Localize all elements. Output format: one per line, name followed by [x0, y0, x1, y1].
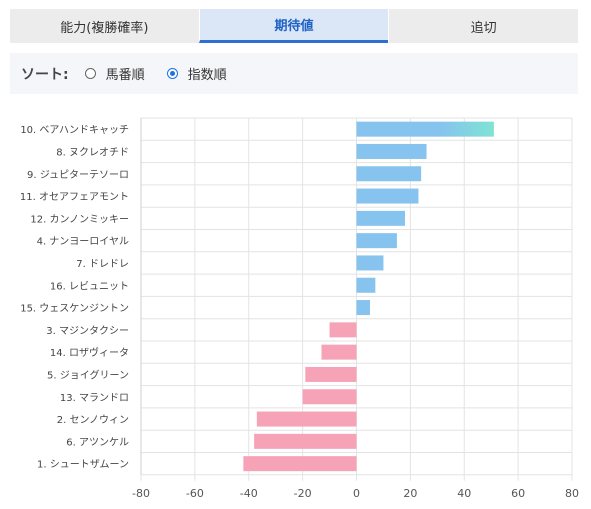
- sort-option-index[interactable]: 指数順: [166, 64, 227, 83]
- category-label: 13. マランドロ: [60, 392, 129, 404]
- bar: [356, 143, 427, 159]
- category-label: 15. ウェスケンジントン: [20, 303, 129, 315]
- category-label: 2. センノウィン: [57, 414, 129, 426]
- bar: [356, 233, 397, 249]
- x-tick-label: 40: [457, 487, 471, 500]
- x-tick-label: -40: [240, 487, 258, 500]
- tab-bar: 能力(複勝確率) 期待値 追切: [10, 9, 578, 43]
- x-tick-label: -20: [294, 487, 312, 500]
- x-tick-label: 20: [403, 487, 417, 500]
- sort-label: ソート:: [21, 66, 69, 83]
- x-tick-label: 80: [565, 487, 579, 500]
- category-label: 16. レビュニット: [50, 280, 129, 292]
- radio-unchecked-icon[interactable]: [84, 68, 96, 79]
- category-label: 9. ジュピターテソーロ: [27, 169, 129, 181]
- bar: [356, 210, 405, 226]
- category-label: 4. ナンヨーロイヤル: [37, 236, 129, 248]
- bar-chart: 10. ベアハンドキャッチ 8. ヌクレオチド 9. ジュピターテソーロ 11. オセ…: [20, 117, 579, 500]
- sort-option-horse-number[interactable]: 馬番順: [84, 64, 145, 83]
- bar: [302, 389, 357, 405]
- category-label: 6. アツンケル: [66, 436, 129, 448]
- category-label: 1. シュートザムーン: [37, 459, 129, 471]
- category-label: 3. マジンタクシー: [46, 325, 129, 337]
- bar: [254, 433, 357, 449]
- category-label: 7. ドレドレ: [76, 259, 129, 270]
- radio-checked-icon[interactable]: [166, 68, 178, 79]
- category-label: 11. オセアフェアモント: [20, 191, 129, 203]
- bar: [356, 255, 384, 271]
- bar: [321, 344, 357, 360]
- bar: [356, 277, 376, 293]
- tab-expected-value[interactable]: 期待値: [198, 9, 389, 43]
- category-label: 12. カンノンミッキー: [30, 213, 129, 225]
- category-label: 5. ジョイグリーン: [47, 368, 129, 381]
- x-tick-label: -80: [132, 487, 150, 500]
- bar: [356, 300, 370, 316]
- bar: [356, 166, 422, 182]
- x-tick-label: 60: [511, 487, 525, 500]
- sort-bar: ソート: 馬番順 指数順: [10, 53, 578, 94]
- bar: [356, 188, 419, 204]
- bar: [356, 121, 494, 137]
- tab-training[interactable]: 追切: [388, 9, 578, 43]
- category-label: 14. ロザヴィータ: [50, 346, 129, 359]
- sort-option-label: 指数順: [187, 68, 227, 83]
- x-tick-label: -60: [186, 487, 204, 500]
- x-tick-label: 0: [353, 487, 360, 500]
- tab-ability[interactable]: 能力(複勝確率): [60, 20, 149, 36]
- category-label: 10. ベアハンドキャッチ: [20, 124, 129, 136]
- category-label: 8. ヌクレオチド: [56, 146, 129, 158]
- bar: [305, 366, 357, 382]
- bar: [256, 411, 357, 427]
- bar: [329, 322, 357, 338]
- bar: [243, 456, 357, 472]
- sort-option-label: 馬番順: [105, 68, 145, 83]
